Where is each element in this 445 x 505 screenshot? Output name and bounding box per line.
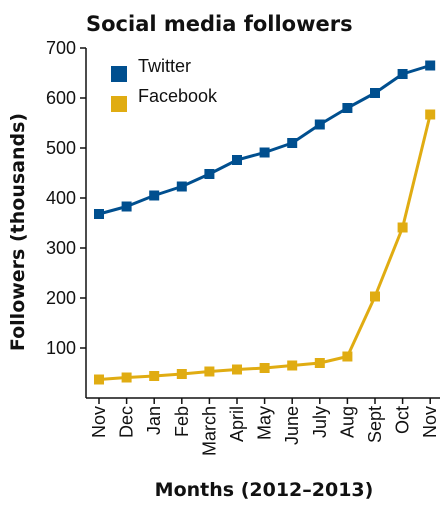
series-facebook (94, 109, 436, 385)
series-layer (94, 60, 436, 385)
x-tick-label: Nov (420, 406, 440, 438)
data-point (94, 374, 104, 385)
x-tick-label: June (282, 406, 302, 445)
x-tick-label: April (227, 406, 247, 442)
data-point (342, 103, 353, 113)
x-tick-label: March (199, 406, 219, 456)
axes (85, 48, 440, 399)
data-point (287, 138, 298, 148)
x-tick-label: Feb (172, 406, 192, 437)
data-point (397, 69, 408, 79)
legend-item-twitter: Twitter (111, 56, 191, 82)
y-axis-label: Followers (thousands) (7, 113, 29, 351)
legend-label: Twitter (138, 56, 191, 76)
data-point (314, 358, 325, 368)
x-tick-label: Aug (337, 406, 357, 438)
data-point (425, 60, 436, 71)
legend-swatch (111, 66, 127, 82)
x-tick-label: Nov (89, 406, 109, 438)
data-point (94, 209, 104, 219)
data-point (204, 366, 215, 377)
y-tick-label: 300 (46, 238, 76, 258)
x-tick-label: Jan (144, 406, 164, 435)
data-point (176, 181, 187, 192)
y-tick-label: 100 (46, 338, 76, 358)
data-point (176, 369, 187, 379)
x-tick-label: Sept (365, 406, 385, 443)
data-point (370, 88, 380, 98)
legend-item-facebook: Facebook (111, 86, 218, 112)
y-tick-label: 400 (46, 188, 76, 208)
data-point (121, 372, 132, 383)
data-point (259, 147, 270, 158)
x-tick-label: Dec (117, 406, 137, 438)
legend: Twitter Facebook (111, 56, 218, 112)
data-point (425, 109, 436, 120)
x-tick-label: July (310, 406, 330, 438)
x-axis-label: Months (2012–2013) (155, 479, 374, 501)
y-tick-label: 200 (46, 288, 76, 308)
y-tick-label: 700 (46, 38, 76, 58)
x-tick-label: Oct (393, 406, 413, 434)
legend-label: Facebook (138, 86, 218, 106)
y-tick-label: 600 (46, 88, 76, 108)
y-tick-label: 500 (46, 138, 76, 158)
legend-swatch (111, 96, 127, 112)
data-point (287, 360, 298, 371)
y-ticks: 100 200 300 400 500 600 700 (46, 38, 86, 358)
chart-title: Social media followers (86, 12, 353, 36)
data-point (232, 155, 242, 165)
data-point (149, 190, 160, 201)
x-tick-label: May (255, 406, 275, 440)
x-ticks: Nov Dec Jan Feb March April May June July Aug Sept… (89, 398, 440, 456)
data-point (397, 222, 408, 233)
data-point (232, 364, 242, 375)
data-point (314, 119, 325, 130)
data-point (149, 371, 160, 381)
data-point (204, 169, 215, 179)
data-point (370, 291, 380, 302)
data-point (342, 351, 353, 362)
data-point (259, 363, 270, 373)
series-twitter (94, 60, 436, 219)
data-point (121, 201, 132, 212)
